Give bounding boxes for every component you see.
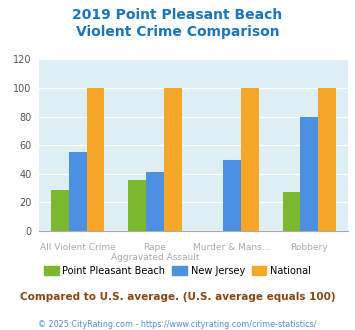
Text: Aggravated Assault: Aggravated Assault <box>111 253 199 262</box>
Bar <box>69 152 87 231</box>
Text: Compared to U.S. average. (U.S. average equals 100): Compared to U.S. average. (U.S. average … <box>20 292 335 302</box>
Bar <box>128 180 146 231</box>
Text: 2019 Point Pleasant Beach: 2019 Point Pleasant Beach <box>72 8 283 22</box>
Text: Rape: Rape <box>143 243 166 252</box>
Text: Murder & Mans...: Murder & Mans... <box>193 243 271 252</box>
Bar <box>223 159 241 231</box>
Text: © 2025 CityRating.com - https://www.cityrating.com/crime-statistics/: © 2025 CityRating.com - https://www.city… <box>38 320 317 329</box>
Bar <box>241 88 259 231</box>
Text: Robbery: Robbery <box>290 243 328 252</box>
Bar <box>283 192 300 231</box>
Bar <box>87 88 104 231</box>
Legend: Point Pleasant Beach, New Jersey, National: Point Pleasant Beach, New Jersey, Nation… <box>40 262 315 280</box>
Bar <box>146 172 164 231</box>
Bar <box>318 88 336 231</box>
Text: Violent Crime Comparison: Violent Crime Comparison <box>76 25 279 39</box>
Bar <box>300 116 318 231</box>
Text: All Violent Crime: All Violent Crime <box>40 243 115 252</box>
Bar <box>164 88 181 231</box>
Bar <box>51 189 69 231</box>
